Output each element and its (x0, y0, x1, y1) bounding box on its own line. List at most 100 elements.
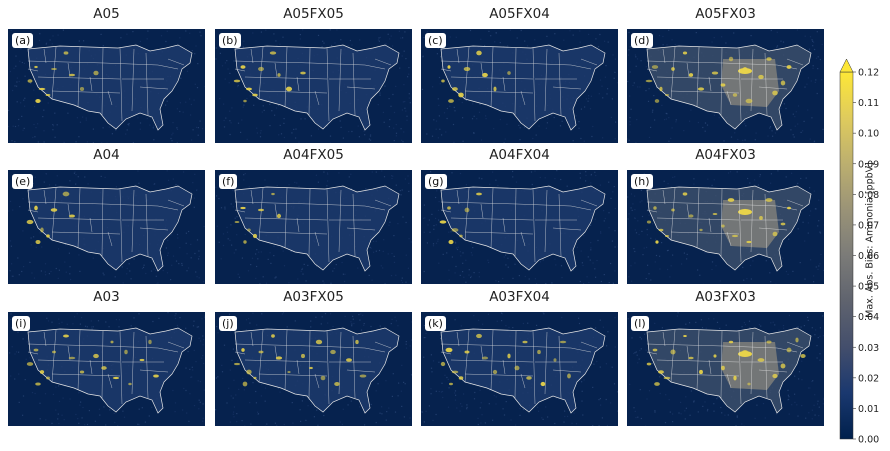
panel-letter: (i) (12, 316, 30, 331)
state-borders (646, 327, 812, 414)
colorbar-tick-label: 0.06 (858, 251, 879, 262)
usa-bias-map (627, 170, 824, 284)
bias-noise-texture (421, 312, 618, 426)
map-panel: A05FX04 (c) (421, 6, 618, 143)
state-borders (234, 327, 400, 414)
state-borders (234, 44, 400, 131)
map-panel: A03 (i) (8, 289, 205, 426)
panel-title: A05FX05 (283, 6, 344, 22)
usa-bias-map (421, 312, 618, 426)
colorbar-tick-label: 0.12 (858, 68, 879, 79)
panel-letter: (c) (425, 33, 446, 48)
bias-hotspots (26, 334, 159, 386)
colorbar-tick-label: 0.11 (858, 98, 879, 109)
panel-title: A03FX03 (695, 289, 756, 305)
usa-bias-map (627, 312, 824, 426)
panel-title: A05 (93, 6, 120, 22)
us-landmass (28, 45, 192, 130)
panel-title: A05FX03 (695, 6, 756, 22)
us-landmass (235, 45, 399, 130)
panel-title: A04FX03 (695, 147, 756, 163)
bias-hotspots (645, 51, 792, 104)
state-borders (234, 185, 400, 272)
map-panel: A03FX04 (k) (421, 289, 618, 426)
panel-title: A05FX04 (489, 6, 550, 22)
bias-hotspots (233, 334, 367, 387)
us-landmass (441, 328, 605, 413)
state-borders (440, 44, 606, 131)
panel-title: A03 (93, 289, 120, 305)
state-borders (646, 44, 812, 131)
panel-letter: (d) (631, 33, 653, 48)
bias-hotspots (27, 51, 99, 104)
panel-letter: (l) (631, 316, 649, 331)
panel-letter: (f) (219, 174, 238, 189)
colorbar-label: Max. Abs. Bias: Ammonia [ppbV] (864, 162, 876, 318)
panel-letter: (j) (219, 316, 237, 331)
bias-hotspots (439, 192, 482, 245)
colorbar-tick-label: 0.07 (858, 220, 879, 231)
map-panel: A04FX04 (g) (421, 147, 618, 284)
state-borders (27, 185, 193, 272)
bias-hotspots (234, 192, 282, 244)
usa-bias-map (421, 170, 618, 284)
map-panel: A05FX05 (b) (215, 6, 412, 143)
bias-hotspots (441, 50, 511, 103)
bias-hotspots (440, 333, 571, 387)
colorbar-tick-label: 0.01 (858, 404, 879, 415)
bias-hotspots (233, 51, 306, 103)
colorbar-extend-max-arrow (839, 58, 854, 73)
usa-bias-map (215, 29, 412, 143)
high-bias-core (738, 209, 752, 215)
us-landmass (441, 45, 605, 130)
panel-title: A03FX04 (489, 289, 550, 305)
usa-bias-map (421, 29, 618, 143)
colorbar-gradient (839, 71, 854, 440)
colorbar-tick-label: 0.03 (858, 343, 879, 354)
high-bias-core (738, 351, 752, 357)
state-borders (27, 327, 193, 414)
map-panel: A04FX05 (f) (215, 147, 412, 284)
us-landmass (235, 186, 399, 271)
panel-title: A04FX05 (283, 147, 344, 163)
panel-letter: (e) (12, 174, 34, 189)
panel-letter: (a) (12, 33, 34, 48)
usa-bias-map (215, 170, 412, 284)
us-landmass (28, 186, 192, 271)
us-landmass (441, 186, 605, 271)
colorbar-tick-label: 0.08 (858, 190, 879, 201)
colorbar-tick-label: 0.05 (858, 282, 879, 293)
panel-title: A04FX04 (489, 147, 550, 163)
panel-title: A04 (93, 147, 120, 163)
colorbar: 0.00 0.01 0.02 0.03 0.04 0.05 0.06 0.07 0.08 0.09… (839, 58, 879, 446)
map-panel: A03FX05 (j) (215, 289, 412, 426)
panel-letter: (h) (631, 174, 653, 189)
panel-letter: (g) (425, 174, 447, 189)
map-panel: A03FX03 (l) (627, 289, 824, 426)
colorbar-tick-label: 0.04 (858, 312, 879, 323)
us-landmass (28, 328, 192, 413)
usa-bias-map (8, 29, 205, 143)
us-landmass (235, 328, 399, 413)
bias-hotspots (26, 191, 75, 245)
usa-bias-map (627, 29, 824, 143)
map-panel: A04FX03 (h) (627, 147, 824, 284)
map-panel: A05FX03 (d) (627, 6, 824, 143)
panel-title: A03FX05 (283, 289, 344, 305)
usa-bias-map (8, 170, 205, 284)
state-borders (440, 185, 606, 272)
colorbar-tick-label: 0.09 (858, 159, 879, 170)
colorbar-tick-label: 0.00 (858, 435, 879, 446)
map-panel: A04 (e) (8, 147, 205, 284)
usa-bias-map (215, 312, 412, 426)
usa-bias-map (8, 312, 205, 426)
state-borders (440, 327, 606, 414)
panel-letter: (k) (425, 316, 446, 331)
bias-hotspots (646, 334, 806, 386)
colorbar-tick-label: 0.10 (858, 129, 879, 140)
colorbar-tick-label: 0.02 (858, 373, 879, 384)
state-borders (27, 44, 193, 131)
panel-letter: (b) (219, 33, 241, 48)
bias-hotspots (646, 192, 792, 244)
map-panel: A05 (a) (8, 6, 205, 143)
